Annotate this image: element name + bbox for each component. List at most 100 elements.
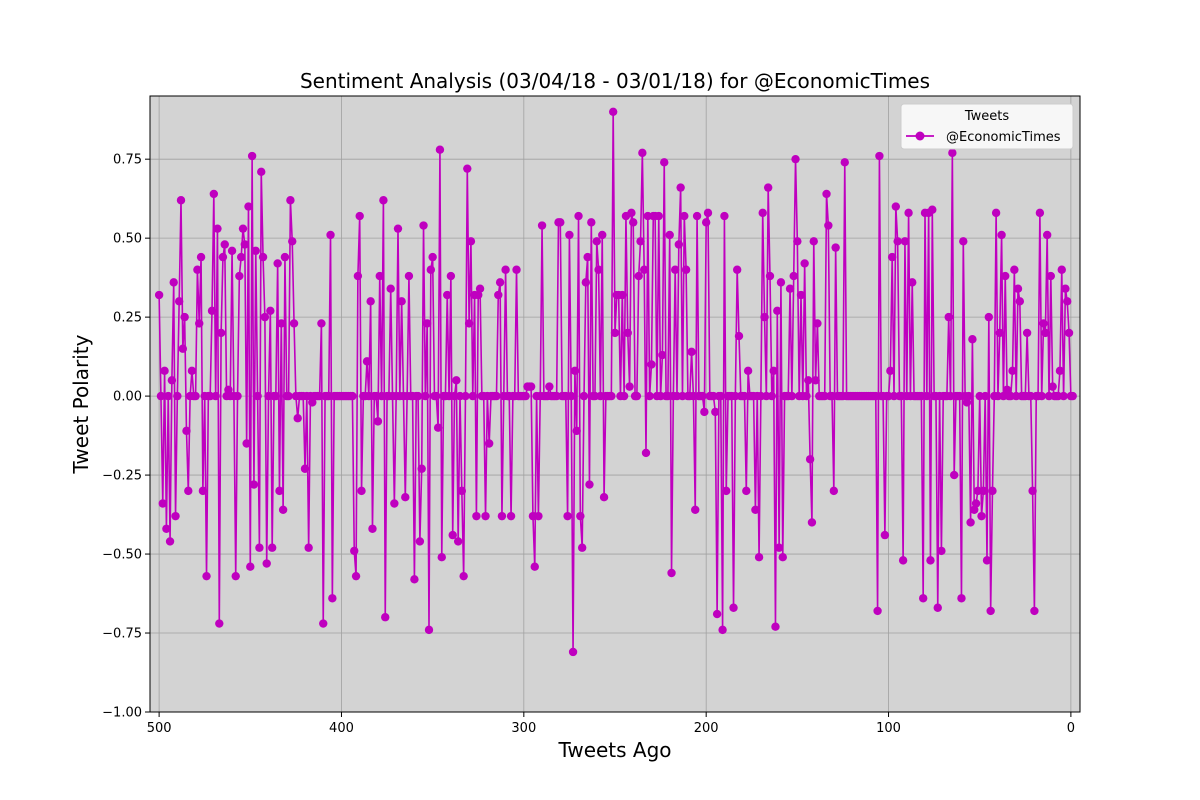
data-point [577, 543, 587, 552]
data-point [787, 391, 797, 401]
data-point [472, 511, 481, 521]
data-point [610, 328, 620, 338]
data-point [207, 306, 217, 316]
data-point [164, 391, 173, 401]
data-point [645, 391, 654, 401]
data-point [627, 208, 636, 218]
data-point [160, 366, 169, 376]
data-point [497, 511, 507, 521]
data-point [410, 575, 419, 584]
data-point [464, 319, 474, 328]
data-point [574, 211, 583, 221]
data-point [970, 505, 979, 515]
data-point [158, 499, 167, 508]
data-point [773, 306, 782, 316]
data-point [257, 167, 266, 177]
data-point [224, 385, 233, 394]
data-point [676, 183, 685, 192]
data-point [763, 183, 773, 192]
data-point [824, 221, 833, 230]
data-point [1068, 391, 1077, 401]
data-point [262, 559, 271, 568]
data-point [771, 622, 780, 631]
data-point [658, 350, 667, 360]
data-point [625, 382, 634, 391]
data-point [796, 290, 806, 300]
data-point [623, 328, 632, 338]
data-point [1013, 284, 1023, 293]
data-point [171, 511, 180, 521]
data-point [492, 391, 501, 401]
data-point [328, 594, 337, 603]
data-point [417, 464, 426, 473]
data-point [350, 546, 359, 556]
data-point [988, 486, 997, 496]
data-point [599, 492, 609, 502]
data-point [937, 546, 946, 556]
data-point [893, 237, 902, 246]
data-point [435, 145, 445, 154]
data-point [1028, 486, 1037, 496]
data-point [576, 511, 585, 521]
data-point [957, 594, 966, 603]
data-point [432, 391, 441, 401]
data-point [424, 625, 434, 635]
data-point [209, 189, 219, 199]
data-point [238, 224, 248, 233]
data-point [908, 278, 917, 287]
data-point [304, 543, 313, 552]
data-point [211, 391, 220, 401]
data-point [419, 221, 428, 230]
data-point [716, 391, 725, 401]
data-point [428, 252, 437, 262]
data-point [246, 562, 255, 571]
data-point [660, 158, 669, 167]
data-point [691, 505, 700, 515]
data-point [288, 237, 297, 246]
data-point [468, 391, 477, 401]
data-point [530, 562, 539, 571]
data-point [667, 568, 676, 578]
data-point [512, 265, 521, 274]
data-point [1035, 208, 1045, 218]
data-point [809, 237, 818, 246]
data-point [880, 530, 890, 540]
data-point [218, 252, 228, 262]
data-point [898, 556, 908, 565]
x-tick-label: 500 [147, 721, 172, 736]
data-point [641, 448, 651, 458]
data-point [687, 347, 696, 357]
data-point [949, 470, 959, 480]
data-point [971, 499, 981, 508]
data-point [698, 391, 707, 401]
data-point [802, 391, 811, 401]
data-point [357, 486, 366, 496]
data-point [521, 391, 530, 401]
data-point [196, 252, 206, 262]
data-point [732, 265, 742, 274]
data-point [421, 391, 430, 401]
data-point [634, 271, 643, 281]
data-point [484, 439, 494, 448]
data-point [1063, 297, 1072, 306]
data-point [326, 230, 335, 240]
data-point [831, 243, 840, 252]
data-point [986, 606, 995, 616]
data-point [280, 252, 290, 262]
data-point [703, 208, 713, 218]
data-point [390, 499, 399, 508]
data-point [381, 613, 390, 622]
data-point [583, 252, 592, 262]
data-point [718, 625, 727, 635]
data-point [235, 271, 244, 281]
y-tick-label: −0.50 [102, 548, 142, 563]
data-point [404, 271, 414, 281]
data-point [742, 486, 751, 496]
data-point [804, 376, 813, 385]
data-point [608, 107, 618, 116]
data-point [1048, 382, 1057, 391]
data-point [176, 196, 186, 205]
y-tick-label: −0.25 [102, 469, 142, 484]
data-point [565, 230, 574, 240]
data-point [317, 319, 326, 328]
